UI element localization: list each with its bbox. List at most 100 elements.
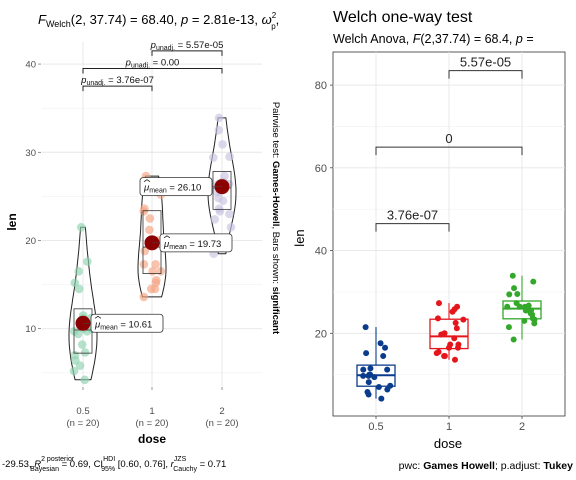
left-x-tick-count: (n = 20) [66,418,99,429]
right-data-point [530,278,537,285]
left-mean-label-box [159,233,233,253]
right-data-point [447,341,454,348]
right-comparison-bracket [448,70,523,79]
right-data-point [527,310,534,317]
right-chart-title: Welch one-way test [333,9,473,26]
right-data-point [367,365,374,372]
left-x-tick-label: 1 [149,406,154,417]
right-comparison-bracket [375,146,523,156]
right-data-point [451,356,458,363]
left-data-point [214,125,224,135]
right-x-axis-label: dose [434,436,462,451]
right-y-axis-label: len [292,229,307,246]
left-y-tick-label: 30 [25,148,36,159]
right-x-tick-label: 1 [446,421,452,433]
right-data-point [525,302,532,309]
left-data-point [140,246,150,256]
left-mean-label-hat [143,179,151,182]
left-data-point [225,152,234,161]
right-data-point [360,366,367,373]
left-x-tick-count: (n = 20) [135,418,168,429]
left-data-point [146,284,156,294]
right-significance-brackets: 3.76e-07 0 5.57e-05 [375,55,523,232]
left-x-axis-ticks: 0.5(n = 20)1(n = 20)2(n = 20) [66,387,239,429]
right-data-point [382,344,389,351]
left-x-tick-label: 2 [219,406,224,417]
left-comparison-bracket [82,67,223,74]
left-chart-title: FWelch(2, 37.74) = 68.40, p = 2.81e-13, … [38,11,279,31]
right-data-point [452,319,459,326]
left-data-point [220,171,229,181]
right-data-point [460,316,467,323]
right-data-point [441,330,448,337]
right-data-point [363,350,370,357]
left-data-point [140,204,149,214]
right-x-tick-label: 2 [519,421,525,433]
left-side-caption: Pairwise test: Games-Howell, Bars shown:… [270,102,281,335]
right-data-point [380,353,387,360]
left-mean-label-box [90,313,164,333]
left-mean-label: μmean = 10.61 [94,319,152,331]
right-data-point [365,379,372,386]
left-mean-label: μmean = 19.73 [163,239,221,251]
left-data-point [214,193,223,203]
right-x-axis-ticks: 0.5 1 2 [368,416,525,433]
right-caption: pwc: Games Howell; p.adjust: Tukey [399,460,573,472]
left-data-point [145,225,154,235]
left-data-point [139,259,149,269]
right-data-point [435,348,442,355]
right-y-tick-label: 80 [315,80,327,92]
right-comparison-bracket [375,223,450,232]
left-mean-label-hat [94,315,102,319]
left-data-point [80,348,90,357]
left-data-point [83,257,92,266]
right-data-point [377,340,384,347]
right-data-point [384,366,391,373]
left-y-axis-label: len [5,213,19,230]
left-data-point [139,292,149,302]
right-data-point [510,336,517,343]
right-data-point [506,291,513,298]
left-significance-brackets: punadj. = 3.76e-07 punadj. = 0.00 punadj. … [80,40,223,92]
left-data-point [218,140,227,149]
left-data-point [209,153,218,162]
left-data-point [80,375,90,385]
left-data-point [214,113,224,123]
right-data-point [453,325,460,332]
left-mean-label: μmean = 26.10 [143,183,201,195]
left-data-point [77,340,87,349]
right-data-point [360,372,367,379]
right-data-point [509,272,516,279]
right-data-point [522,307,529,314]
right-box [502,300,542,320]
right-y-axis-ticks: 20 40 60 80 [315,80,333,340]
left-comparison-bracket [151,50,223,56]
left-data-point [69,366,79,376]
right-data-point [434,315,441,322]
right-data-point [378,395,385,402]
right-comparison-label: 0 [445,131,452,146]
left-data-point [215,207,225,216]
right-data-point [451,335,458,342]
right-data-point [511,285,518,292]
left-data-point [152,275,161,285]
left-x-axis-label: dose [138,432,166,446]
left-data-point [74,267,84,276]
left-box [212,171,232,210]
right-data-point [504,303,511,310]
right-chart-subtitle: Welch Anova, F(2,37.74) = 68.4, p = [333,32,534,46]
left-x-tick-count: (n = 20) [205,418,238,429]
right-data-point [514,290,521,297]
left-data-point [145,214,155,223]
right-data-point [375,384,382,391]
left-y-tick-label: 20 [25,236,36,247]
left-data-point [70,278,80,288]
left-mean-label-box [139,177,213,197]
right-comparison-label: 3.76e-07 [387,208,438,223]
left-comparison-label: punadj. = 0.00 [125,57,180,69]
left-y-tick-label: 10 [25,324,36,335]
right-data-point [455,341,462,348]
right-data-point [362,324,369,331]
